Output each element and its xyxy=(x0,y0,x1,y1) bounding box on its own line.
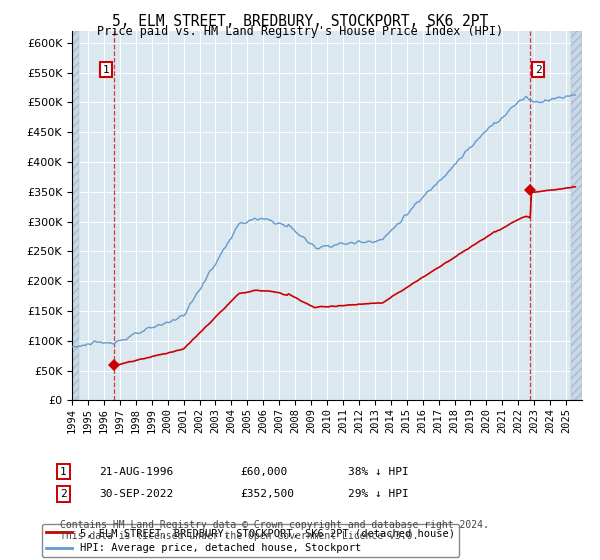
Text: 29% ↓ HPI: 29% ↓ HPI xyxy=(348,489,409,499)
Text: 2: 2 xyxy=(60,489,67,499)
Text: 1: 1 xyxy=(60,466,67,477)
Text: £352,500: £352,500 xyxy=(240,489,294,499)
Legend: 5, ELM STREET, BREDBURY, STOCKPORT, SK6 2PT (detached house), HPI: Average price: 5, ELM STREET, BREDBURY, STOCKPORT, SK6 … xyxy=(41,524,459,557)
Text: £60,000: £60,000 xyxy=(240,466,287,477)
Text: Price paid vs. HM Land Registry's House Price Index (HPI): Price paid vs. HM Land Registry's House … xyxy=(97,25,503,38)
Bar xyxy=(571,31,582,400)
Text: 38% ↓ HPI: 38% ↓ HPI xyxy=(348,466,409,477)
Bar xyxy=(72,31,79,400)
Text: 2: 2 xyxy=(535,64,542,74)
Text: 30-SEP-2022: 30-SEP-2022 xyxy=(99,489,173,499)
Text: 1: 1 xyxy=(103,64,109,74)
Text: 21-AUG-1996: 21-AUG-1996 xyxy=(99,466,173,477)
Text: 5, ELM STREET, BREDBURY, STOCKPORT, SK6 2PT: 5, ELM STREET, BREDBURY, STOCKPORT, SK6 … xyxy=(112,14,488,29)
Text: Contains HM Land Registry data © Crown copyright and database right 2024.
This d: Contains HM Land Registry data © Crown c… xyxy=(60,520,489,542)
